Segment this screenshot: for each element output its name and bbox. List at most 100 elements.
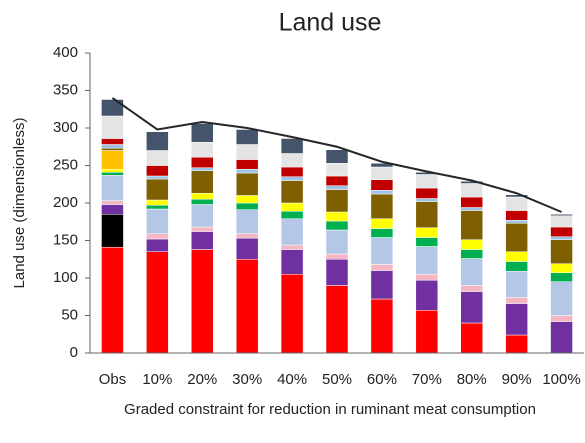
bar-segment: [550, 236, 573, 240]
y-tick-label: 300: [53, 119, 78, 136]
bar-segment: [101, 200, 124, 205]
bar-segment: [460, 249, 483, 259]
bar-segment: [415, 227, 439, 238]
x-tick-label: 50%: [322, 371, 352, 388]
bar-segment: [370, 228, 394, 238]
bar-segment: [191, 157, 214, 168]
y-tick-label: 250: [53, 156, 78, 173]
bar-segment: [191, 123, 214, 143]
bar-segment: [280, 138, 304, 154]
bar-segment: [280, 166, 304, 177]
bar-segment: [370, 270, 394, 300]
bar-segment: [460, 183, 483, 198]
bar-segment: [146, 150, 169, 166]
bar-segment: [235, 195, 259, 204]
bar-segment: [370, 298, 394, 354]
y-tick-label: 400: [53, 44, 78, 61]
bar-segment: [460, 207, 483, 211]
bar-segment: [505, 334, 528, 354]
y-tick-label: 100: [53, 269, 78, 286]
bar-segment: [415, 201, 439, 228]
bar-segment: [415, 174, 439, 189]
bar-segment: [325, 189, 349, 213]
bar-segment: [415, 246, 439, 275]
bar-segment: [235, 238, 259, 260]
bar-segment: [370, 190, 394, 195]
bar-segment: [460, 239, 483, 250]
x-tick-label: 40%: [277, 371, 307, 388]
x-tick-label: 60%: [367, 371, 397, 388]
bar-segment: [505, 220, 528, 224]
bar-segment: [505, 223, 528, 252]
bar-segment: [101, 115, 124, 139]
bar-segment: [505, 271, 528, 298]
bar-segment: [101, 204, 124, 215]
bar-segment: [191, 231, 214, 250]
x-tick-label: 10%: [142, 371, 172, 388]
bar-segment: [101, 138, 124, 145]
bar-segment: [101, 150, 124, 170]
bar-segment: [101, 169, 124, 173]
bar-segment: [146, 131, 169, 151]
bar-segment: [280, 249, 304, 275]
bar-segment: [235, 233, 259, 239]
bar-segment: [235, 169, 259, 174]
bar-segment: [191, 167, 214, 171]
bar-segment: [325, 185, 349, 190]
bar-segment: [146, 208, 169, 234]
x-tick-label: 70%: [412, 371, 442, 388]
x-tick-label: 90%: [502, 371, 532, 388]
bar-segment: [235, 172, 259, 196]
bar-segment: [415, 237, 439, 247]
bar-segment: [505, 303, 528, 336]
bar-segment: [415, 187, 439, 199]
bar-segment: [146, 175, 169, 180]
bar-segment: [146, 251, 169, 354]
y-tick-label: 200: [53, 194, 78, 211]
bar-segment: [280, 202, 304, 212]
bar-segment: [101, 247, 124, 354]
bar-segment: [370, 264, 394, 271]
bar-segment: [370, 166, 394, 180]
bar-segment: [101, 214, 124, 248]
bar-segment: [505, 261, 528, 272]
bar-segment: [191, 204, 214, 228]
bar-segment: [370, 193, 394, 219]
bar-segment: [325, 163, 349, 177]
bar-segment: [550, 263, 573, 273]
bar-segment: [101, 144, 124, 149]
bar-segment: [191, 249, 214, 354]
bar-segment: [191, 199, 214, 205]
x-axis-label: Graded constraint for reduction in rumin…: [124, 401, 536, 418]
bar-segment: [460, 285, 483, 292]
bar-segment: [280, 244, 304, 250]
bar-segment: [235, 159, 259, 170]
y-axis-label: Land use (dimensionless): [11, 118, 28, 289]
bar-segment: [370, 218, 394, 229]
total-line: [111, 97, 562, 213]
bar-segment: [550, 321, 573, 354]
bar-segment: [280, 153, 304, 168]
bar-segment: [460, 322, 483, 354]
bar-segment: [235, 202, 259, 210]
bar-segment: [505, 196, 528, 211]
y-tick-label: 350: [53, 81, 78, 98]
bar-segment: [505, 194, 528, 198]
bar-segment: [280, 211, 304, 219]
bar-segment: [325, 259, 349, 286]
bar-segment: [235, 209, 259, 234]
bar-segment: [550, 214, 573, 216]
bar-segment: [415, 274, 439, 281]
bar-segment: [235, 259, 259, 354]
x-tick-label: 30%: [232, 371, 262, 388]
bar-segment: [460, 210, 483, 240]
bar-segment: [101, 99, 124, 117]
bar-segment: [146, 233, 169, 240]
bar-segment: [325, 253, 349, 260]
bar-segment: [325, 149, 349, 164]
bar-segment: [146, 199, 169, 206]
bar-segment: [146, 238, 169, 252]
bar-segment: [280, 180, 304, 204]
